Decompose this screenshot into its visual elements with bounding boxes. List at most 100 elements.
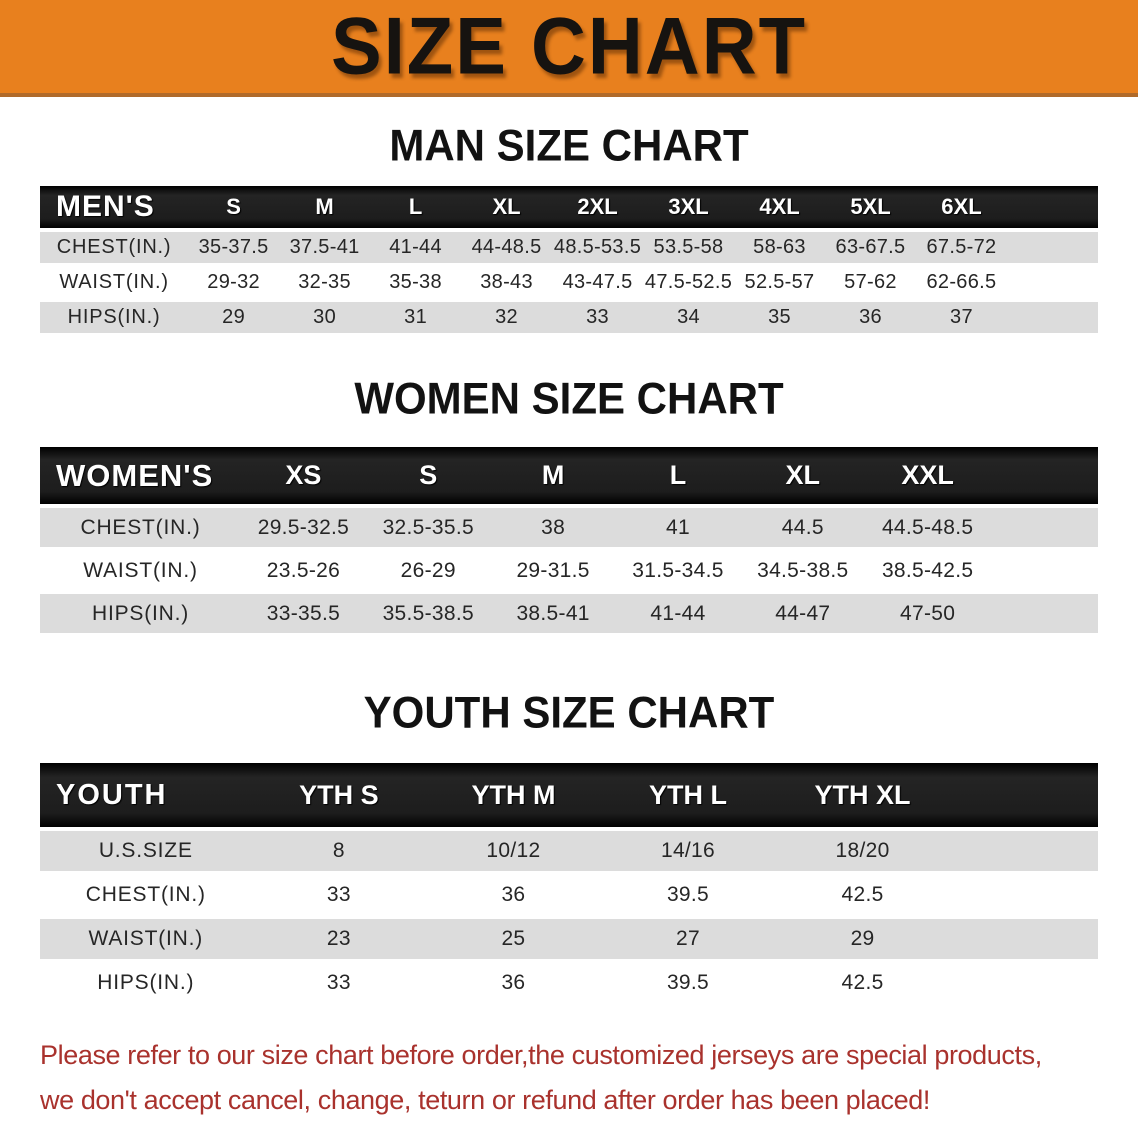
column-header: S [188,186,280,228]
men-header-row: MEN'S S M L XL 2XL 3XL 4XL 5XL 6XL [40,186,1098,228]
size-cell: 41-44 [615,594,741,633]
women-section-heading: WOMEN SIZE CHART [354,373,784,424]
size-cell: 47-50 [865,594,991,633]
row-label: CHEST(IN.) [40,508,242,547]
cell-spacer [949,831,1098,871]
size-cell: 35 [734,302,825,333]
youth-header-row: YOUTH YTH S YTH M YTH L YTH XL [40,763,1098,827]
men-size-table: MEN'S S M L XL 2XL 3XL 4XL 5XL 6XL CHEST… [40,182,1098,337]
size-cell: 32 [461,302,553,333]
size-cell: 26-29 [365,551,491,590]
size-cell: 38.5-42.5 [865,551,991,590]
size-cell: 44-48.5 [461,232,553,263]
men-section: MAN SIZE CHART MEN'S S M L XL 2XL 3XL 4X… [0,121,1138,337]
table-row: WAIST(IN.) 23 25 27 29 [40,919,1098,959]
size-cell: 57-62 [825,267,916,298]
cell-spacer [949,919,1098,959]
table-row: CHEST(IN.) 33 36 39.5 42.5 [40,875,1098,915]
size-cell: 38 [490,508,616,547]
row-label: HIPS(IN.) [40,594,242,633]
table-row: U.S.SIZE 8 10/12 14/16 18/20 [40,831,1098,871]
cell-spacer [990,594,1098,633]
size-cell: 34.5-38.5 [740,551,866,590]
row-label: HIPS(IN.) [40,963,252,1003]
size-cell: 42.5 [775,963,950,1003]
size-cell: 41-44 [370,232,462,263]
size-cell: 10/12 [426,831,601,871]
column-header: 6XL [915,186,1007,228]
column-header: XXL [865,447,991,504]
youth-size-table: YOUTH YTH S YTH M YTH L YTH XL U.S.SIZE … [40,759,1098,1007]
size-cell: 18/20 [775,831,950,871]
size-cell: 44.5-48.5 [865,508,991,547]
size-cell: 39.5 [600,875,776,915]
size-cell: 33 [251,963,427,1003]
size-cell: 53.5-58 [643,232,735,263]
size-cell: 14/16 [600,831,776,871]
table-row: CHEST(IN.) 35-37.5 37.5-41 41-44 44-48.5… [40,232,1098,263]
size-cell: 44.5 [740,508,866,547]
size-cell: 27 [600,919,776,959]
size-cell: 37 [915,302,1007,333]
cell-spacer [1006,232,1098,263]
column-header: M [490,447,616,504]
size-cell: 62-66.5 [915,267,1007,298]
size-cell: 36 [426,963,601,1003]
page-title: SIZE CHART [331,1,807,92]
size-cell: 37.5-41 [279,232,371,263]
size-cell: 35.5-38.5 [365,594,491,633]
column-header: 4XL [734,186,825,228]
size-cell: 36 [825,302,916,333]
column-header: XL [740,447,866,504]
table-row: HIPS(IN.) 33 36 39.5 42.5 [40,963,1098,1003]
size-cell: 43-47.5 [552,267,644,298]
size-cell: 25 [426,919,601,959]
table-row: WAIST(IN.) 29-32 32-35 35-38 38-43 43-47… [40,267,1098,298]
size-cell: 58-63 [734,232,825,263]
size-cell: 29 [775,919,950,959]
row-label: WAIST(IN.) [40,551,242,590]
cell-spacer [1006,302,1098,333]
cell-spacer [1006,267,1098,298]
column-header: L [615,447,741,504]
table-row: CHEST(IN.) 29.5-32.5 32.5-35.5 38 41 44.… [40,508,1098,547]
header-spacer [949,763,1098,827]
column-header: 2XL [552,186,644,228]
row-label: CHEST(IN.) [40,232,189,263]
row-label: WAIST(IN.) [40,919,252,959]
size-cell: 33 [552,302,644,333]
cell-spacer [990,508,1098,547]
size-cell: 23.5-26 [241,551,366,590]
men-table-title: MEN'S [40,186,189,228]
size-cell: 47.5-52.5 [643,267,735,298]
column-header: YTH S [251,763,427,827]
size-cell: 38.5-41 [490,594,616,633]
notice-line-2: we don't accept cancel, change, teturn o… [40,1085,930,1115]
column-header: XS [241,447,366,504]
size-cell: 31.5-34.5 [615,551,741,590]
size-cell: 35-38 [370,267,462,298]
size-cell: 31 [370,302,462,333]
footer-notice: Please refer to our size chart before or… [40,1033,1138,1123]
notice-line-1: Please refer to our size chart before or… [40,1040,1042,1070]
header-spacer [990,447,1098,504]
row-label: U.S.SIZE [40,831,252,871]
row-label: CHEST(IN.) [40,875,252,915]
women-header-row: WOMEN'S XS S M L XL XXL [40,447,1098,504]
size-cell: 42.5 [775,875,950,915]
size-cell: 8 [251,831,427,871]
women-table-title: WOMEN'S [40,447,242,504]
size-cell: 39.5 [600,963,776,1003]
size-cell: 48.5-53.5 [552,232,644,263]
cell-spacer [949,963,1098,1003]
size-cell: 33 [251,875,427,915]
column-header: 5XL [825,186,916,228]
table-row: WAIST(IN.) 23.5-26 26-29 29-31.5 31.5-34… [40,551,1098,590]
youth-table-title: YOUTH [40,763,252,827]
youth-section-heading: YOUTH SIZE CHART [363,687,775,738]
cell-spacer [949,875,1098,915]
size-cell: 36 [426,875,601,915]
size-cell: 23 [251,919,427,959]
cell-spacer [990,551,1098,590]
size-cell: 44-47 [740,594,866,633]
